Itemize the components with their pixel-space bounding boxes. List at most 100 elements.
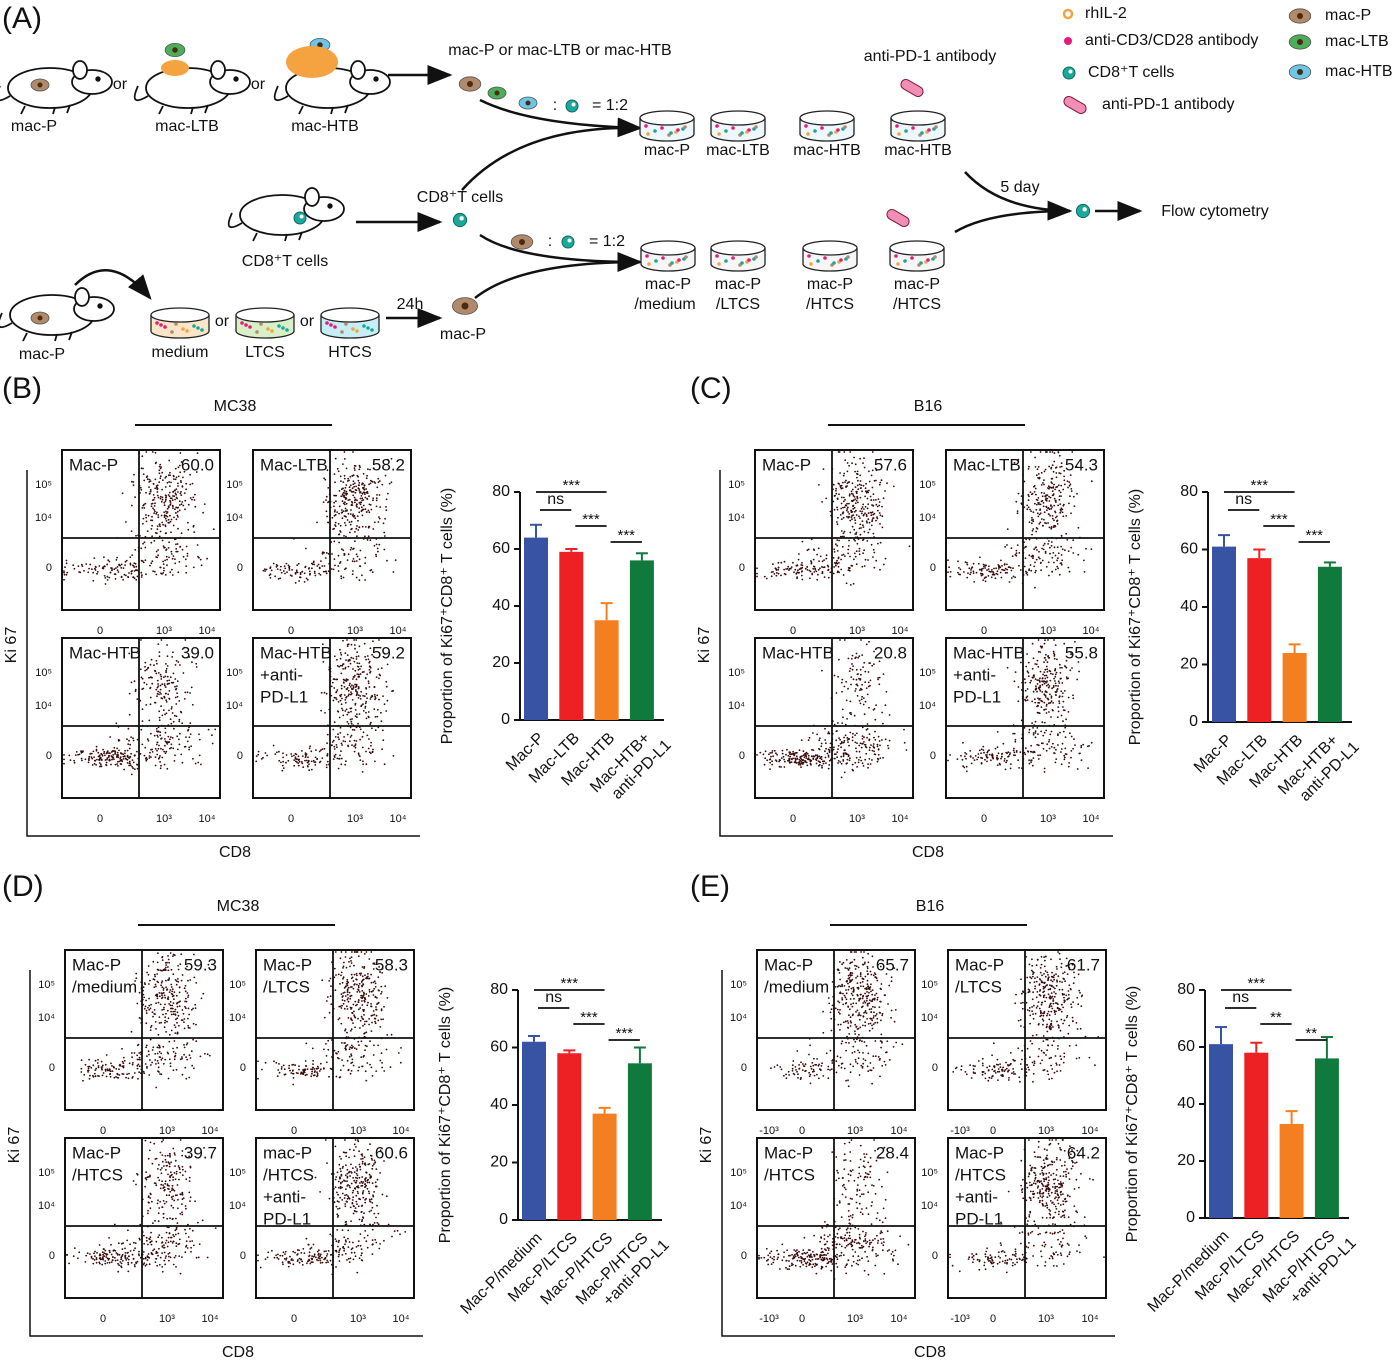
- event-dot: [157, 516, 160, 519]
- event-dot: [97, 1065, 100, 1067]
- event-dot: [1055, 748, 1057, 751]
- event-dot: [110, 567, 112, 569]
- event-dot: [842, 506, 844, 509]
- event-dot: [1053, 497, 1056, 500]
- event-dot: [126, 762, 129, 764]
- dot: [895, 124, 899, 128]
- event-dot: [126, 749, 129, 752]
- event-dot: [184, 984, 187, 987]
- event-dot: [855, 499, 858, 502]
- event-dot: [63, 570, 65, 572]
- event-dot: [310, 768, 313, 771]
- event-dot: [343, 515, 346, 517]
- event-dot: [73, 567, 76, 570]
- event-dot: [334, 525, 337, 527]
- event-dot: [1028, 728, 1031, 731]
- dish: [150, 307, 210, 339]
- event-dot: [342, 502, 345, 505]
- event-dot: [144, 757, 147, 760]
- event-dot: [186, 555, 189, 557]
- event-dot: [332, 699, 335, 702]
- event-dot: [796, 757, 798, 760]
- event-dot: [1072, 539, 1075, 542]
- event-dot: [89, 563, 92, 566]
- event-dot: [333, 510, 336, 513]
- flow-plot: [80, 952, 211, 1089]
- event-dot: [1011, 555, 1014, 558]
- event-dot: [165, 979, 167, 982]
- event-dot: [83, 1073, 86, 1076]
- event-dot: [383, 1070, 386, 1072]
- event-dot: [821, 571, 824, 573]
- event-dot: [1054, 669, 1056, 672]
- event-dot: [377, 726, 380, 729]
- event-dot: [294, 582, 297, 584]
- event-dot: [174, 1052, 177, 1055]
- event-dot: [90, 752, 93, 755]
- event-dot: [354, 744, 357, 747]
- event-dot: [383, 703, 386, 706]
- event-dot: [1048, 669, 1051, 672]
- event-dot: [849, 757, 851, 760]
- event-dot: [160, 764, 162, 767]
- event-dot: [1039, 677, 1041, 680]
- event-dot: [330, 685, 333, 688]
- event-dot: [161, 756, 164, 759]
- event-dot: [1032, 757, 1035, 759]
- event-dot: [364, 579, 366, 581]
- label: /LTCS: [716, 296, 760, 313]
- event-dot: [324, 570, 327, 573]
- event-dot: [257, 1077, 259, 1080]
- event-dot: [980, 762, 983, 765]
- event-dot: [770, 571, 773, 573]
- event-dot: [861, 654, 864, 656]
- event-dot: [987, 568, 990, 570]
- event-dot: [155, 1086, 158, 1089]
- mouse-ear: [350, 60, 366, 80]
- event-dot: [299, 572, 302, 574]
- event-dot: [152, 1046, 155, 1049]
- event-dot: [858, 759, 860, 761]
- event-dot: [818, 755, 821, 758]
- event-dot: [357, 479, 360, 482]
- event-dot: [362, 978, 365, 981]
- event-dot: [181, 722, 184, 725]
- event-dot: [323, 565, 326, 567]
- x-axis-label: CD8: [219, 844, 251, 861]
- dot: [200, 328, 204, 332]
- event-dot: [1065, 532, 1068, 535]
- event-dot: [313, 572, 316, 574]
- event-dot: [344, 763, 347, 766]
- event-dot: [383, 1005, 385, 1008]
- event-dot: [291, 1070, 294, 1072]
- event-dot: [840, 681, 843, 684]
- event-dot: [378, 543, 381, 546]
- event-dot: [1046, 697, 1049, 700]
- event-dot: [1057, 567, 1059, 570]
- event-dot: [805, 761, 808, 764]
- event-dot: [383, 652, 386, 655]
- event-dot: [825, 742, 827, 745]
- event-dot: [183, 1053, 186, 1056]
- event-dot: [1052, 486, 1055, 489]
- event-dot: [866, 693, 869, 696]
- event-dot: [1060, 748, 1063, 750]
- event-dot: [153, 664, 155, 667]
- event-dot: [154, 975, 157, 978]
- event-dot: [1044, 691, 1047, 693]
- event-dot: [158, 655, 161, 658]
- event-dot: [136, 1002, 139, 1005]
- event-dot: [1054, 675, 1057, 678]
- label: or: [215, 313, 230, 330]
- event-dot: [143, 479, 146, 482]
- event-dot: [861, 683, 863, 686]
- event-dot: [165, 496, 167, 499]
- event-dot: [842, 755, 845, 758]
- event-dot: [1006, 544, 1008, 546]
- event-dot: [155, 1002, 158, 1005]
- event-dot: [1036, 683, 1039, 685]
- event-dot: [177, 1232, 180, 1235]
- event-dot: [167, 474, 170, 477]
- event-dot: [155, 550, 158, 553]
- event-dot: [326, 760, 329, 763]
